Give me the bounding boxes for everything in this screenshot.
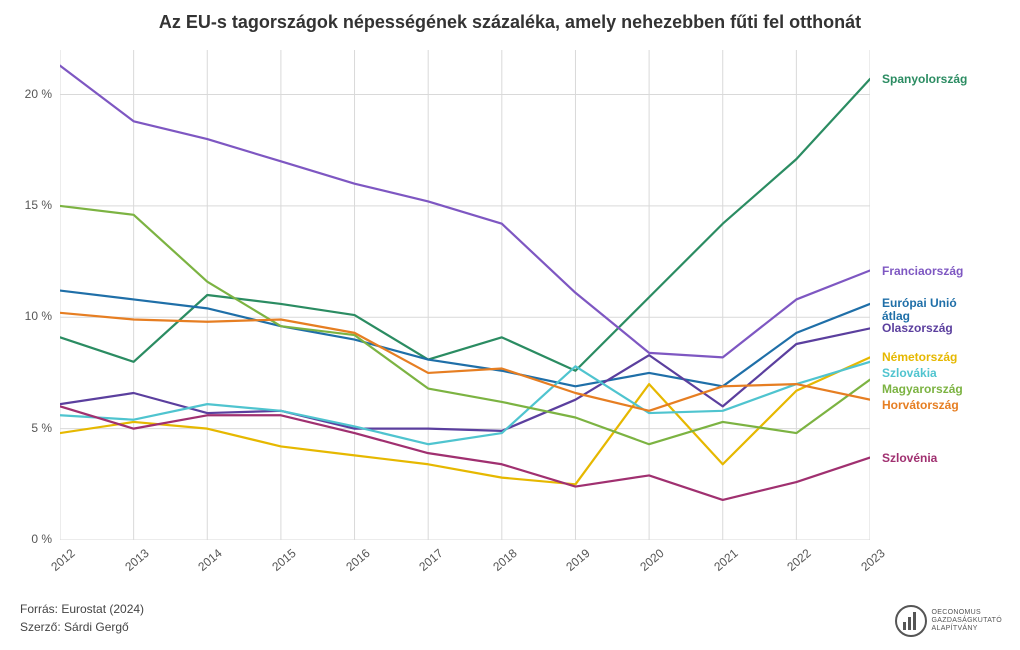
- series-label: Németország: [882, 350, 957, 364]
- logo-icon: [894, 604, 928, 638]
- source-label: Forrás: Eurostat (2024): [20, 600, 144, 618]
- series-label: Olaszország: [882, 321, 953, 335]
- y-tick-label: 15 %: [25, 198, 52, 212]
- y-tick-label: 10 %: [25, 309, 52, 323]
- footer: Forrás: Eurostat (2024) Szerző: Sárdi Ge…: [20, 600, 144, 636]
- series-label: Franciaország: [882, 264, 963, 278]
- y-tick-label: 20 %: [25, 87, 52, 101]
- x-tick-label: 2023: [858, 546, 887, 574]
- x-tick-label: 2014: [196, 546, 225, 574]
- x-tick-label: 2015: [269, 546, 298, 574]
- x-tick-label: 2018: [490, 546, 519, 574]
- x-tick-label: 2012: [48, 546, 77, 574]
- x-tick-label: 2022: [785, 546, 814, 574]
- author-label: Szerző: Sárdi Gergő: [20, 618, 144, 636]
- plot-area: [60, 50, 870, 540]
- series-label: Horvátország: [882, 398, 959, 412]
- chart-title: Az EU-s tagországok népességének százalé…: [0, 12, 1020, 33]
- x-tick-label: 2021: [711, 546, 740, 574]
- series-label: Magyarország: [882, 382, 963, 396]
- x-tick-label: 2020: [637, 546, 666, 574]
- chart-svg: [60, 50, 870, 540]
- x-tick-label: 2019: [564, 546, 593, 574]
- x-tick-label: 2013: [122, 546, 151, 574]
- x-tick-label: 2016: [343, 546, 372, 574]
- x-tick-label: 2017: [416, 546, 445, 574]
- series-label: Európai Unióátlag: [882, 297, 957, 323]
- series-label: Szlovénia: [882, 451, 937, 465]
- y-tick-label: 5 %: [31, 421, 52, 435]
- series-label: Spanyolország: [882, 72, 967, 86]
- logo-text: OECONOMUS GAZDASÁGKUTATÓ ALAPÍTVÁNY: [932, 609, 1002, 632]
- chart-container: Az EU-s tagországok népességének százalé…: [0, 0, 1020, 650]
- series-label: Szlovákia: [882, 366, 937, 380]
- logo: OECONOMUS GAZDASÁGKUTATÓ ALAPÍTVÁNY: [894, 604, 1002, 638]
- y-tick-label: 0 %: [31, 532, 52, 546]
